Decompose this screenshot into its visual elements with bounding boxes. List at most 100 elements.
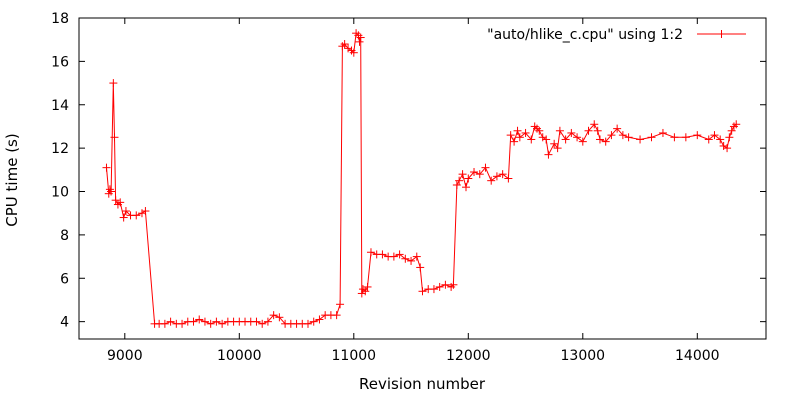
data-point: [218, 319, 227, 328]
data-point: [336, 300, 345, 309]
data-point: [732, 120, 741, 129]
data-point: [452, 181, 461, 190]
data-point: [258, 319, 267, 328]
data-point: [166, 317, 175, 326]
data-point: [137, 209, 146, 218]
data-point: [658, 128, 667, 137]
y-tick-label: 6: [60, 271, 69, 287]
data-point: [584, 126, 593, 135]
x-tick-label: 9000: [107, 348, 143, 364]
data-point: [458, 170, 467, 179]
data-point: [725, 133, 734, 142]
legend: "auto/hlike_c.cpu" using 1:2: [487, 27, 746, 43]
x-tick: 13000: [561, 18, 605, 364]
data-point: [361, 287, 370, 296]
data-point: [102, 163, 111, 172]
data-point: [358, 285, 367, 294]
x-tick-label: 12000: [446, 348, 491, 364]
y-tick-label: 10: [51, 185, 69, 201]
y-tick-label: 4: [60, 315, 69, 331]
data-point: [590, 120, 599, 129]
data-point: [366, 248, 375, 257]
data-point: [395, 250, 404, 259]
data-point: [601, 137, 610, 146]
y-tick-label: 16: [51, 54, 69, 70]
data-point: [418, 287, 427, 296]
data-point: [498, 170, 507, 179]
y-tick-label: 12: [51, 141, 69, 157]
data-point: [624, 133, 633, 142]
data-point: [542, 135, 551, 144]
x-tick-label: 10000: [217, 348, 262, 364]
data-point: [275, 313, 284, 322]
data-point: [475, 170, 484, 179]
data-point: [121, 207, 130, 216]
data-point: [527, 135, 536, 144]
data-point: [338, 42, 347, 51]
data-point: [510, 137, 519, 146]
data-point: [719, 141, 728, 150]
legend-label: "auto/hlike_c.cpu" using 1:2: [487, 27, 683, 43]
data-point: [340, 40, 349, 49]
data-point: [178, 319, 187, 328]
y-tick: 14: [51, 98, 766, 114]
data-point: [593, 126, 602, 135]
y-tick: 4: [60, 315, 766, 331]
legend-marker: [717, 30, 726, 38]
data-point: [401, 254, 410, 263]
data-point: [315, 315, 324, 324]
y-tick: 8: [60, 228, 766, 244]
series-line: [106, 32, 737, 325]
data-point: [607, 131, 616, 140]
data-point: [389, 252, 398, 261]
data-point: [578, 137, 587, 146]
data-point: [555, 126, 564, 135]
y-tick: 6: [60, 271, 766, 287]
data-point: [111, 196, 120, 205]
x-tick: 10000: [217, 18, 262, 364]
data-point: [462, 183, 471, 192]
data-point: [535, 126, 544, 135]
data-point: [492, 172, 501, 181]
y-tick: 10: [51, 185, 766, 201]
x-tick-label: 11000: [332, 348, 377, 364]
data-point: [110, 133, 119, 142]
data-point: [681, 133, 690, 142]
data-point: [693, 131, 702, 140]
x-tick: 9000: [107, 18, 143, 364]
data-point: [670, 133, 679, 142]
data-point: [113, 200, 122, 209]
data-point: [544, 150, 553, 159]
data-point: [412, 252, 421, 261]
data-point: [263, 317, 272, 326]
data-point: [470, 167, 479, 176]
data-point: [647, 133, 656, 142]
data-point: [710, 131, 719, 140]
y-tick-label: 8: [60, 228, 69, 244]
data-point: [553, 144, 562, 153]
data-point: [141, 207, 150, 216]
data-point: [435, 282, 444, 291]
data-point: [515, 133, 524, 142]
data-point: [160, 319, 169, 328]
data-point: [429, 285, 438, 294]
data-point: [356, 33, 365, 42]
data-point: [504, 174, 513, 183]
data-point: [189, 317, 198, 326]
x-tick: 11000: [332, 18, 377, 364]
data-point: [464, 174, 473, 183]
data-point: [595, 135, 604, 144]
data-point: [618, 131, 627, 140]
data-point: [550, 139, 559, 148]
x-tick: 12000: [446, 18, 491, 364]
data-point: [116, 198, 125, 207]
data-point: [378, 250, 387, 259]
data-point: [567, 128, 576, 137]
plot-frame: [78, 17, 767, 340]
data-point: [304, 319, 312, 328]
x-tick: 14000: [675, 18, 720, 364]
data-point: [636, 135, 645, 144]
y-axis-ticks: 4 6 8 10 12 14 16 18: [51, 11, 766, 331]
